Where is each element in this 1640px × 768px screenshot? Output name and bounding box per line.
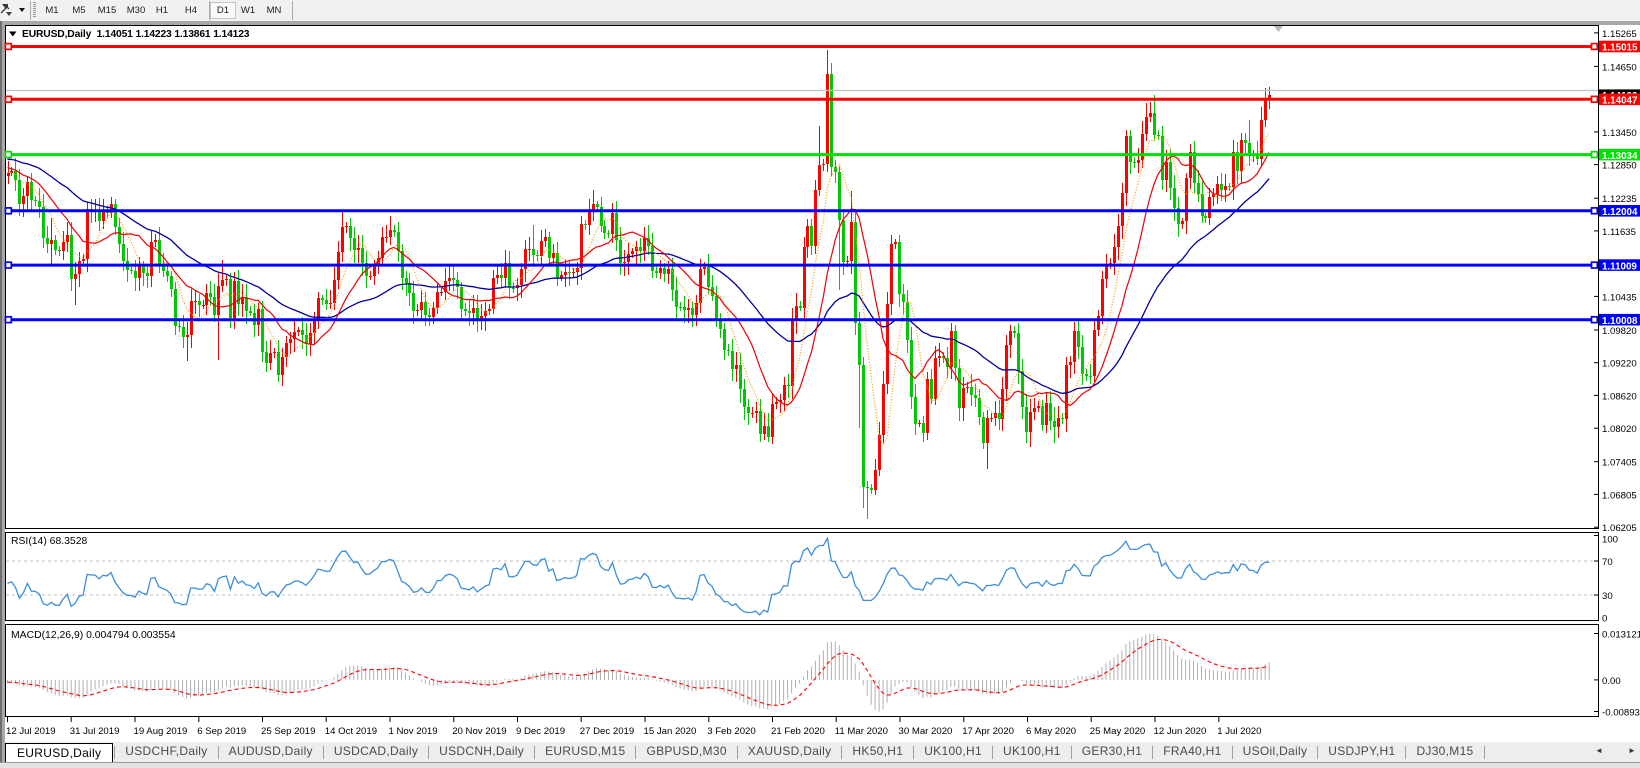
svg-text:15 Jan 2020: 15 Jan 2020 bbox=[644, 726, 697, 737]
svg-text:31 Jul 2019: 31 Jul 2019 bbox=[70, 726, 120, 737]
svg-text:1.13450: 1.13450 bbox=[1602, 128, 1637, 139]
svg-text:1 Jul 2020: 1 Jul 2020 bbox=[1217, 726, 1261, 737]
svg-text:25 May 2020: 25 May 2020 bbox=[1090, 726, 1145, 737]
svg-text:1.14650: 1.14650 bbox=[1602, 62, 1637, 73]
svg-text:1.12850: 1.12850 bbox=[1602, 161, 1637, 172]
svg-text:0.00: 0.00 bbox=[1602, 676, 1621, 687]
svg-text:1.13034: 1.13034 bbox=[1602, 151, 1638, 162]
svg-text:1.12004: 1.12004 bbox=[1602, 207, 1638, 218]
svg-text:11 Mar 2020: 11 Mar 2020 bbox=[835, 726, 888, 737]
svg-text:1.11635: 1.11635 bbox=[1602, 227, 1636, 238]
svg-text:1.10435: 1.10435 bbox=[1602, 292, 1637, 303]
svg-text:1.10008: 1.10008 bbox=[1602, 316, 1638, 327]
svg-text:17 Apr 2020: 17 Apr 2020 bbox=[962, 726, 1014, 737]
svg-text:1.09220: 1.09220 bbox=[1602, 359, 1637, 370]
svg-text:1.07405: 1.07405 bbox=[1602, 458, 1637, 469]
svg-text:1.09820: 1.09820 bbox=[1602, 326, 1637, 337]
svg-text:27 Dec 2019: 27 Dec 2019 bbox=[580, 726, 634, 737]
svg-text:1.11009: 1.11009 bbox=[1602, 261, 1637, 272]
svg-text:6 Sep 2019: 6 Sep 2019 bbox=[197, 726, 246, 737]
svg-text:0: 0 bbox=[1602, 614, 1607, 625]
svg-text:70: 70 bbox=[1602, 557, 1613, 568]
svg-text:1.15015: 1.15015 bbox=[1602, 43, 1638, 54]
svg-text:9 Dec 2019: 9 Dec 2019 bbox=[516, 726, 565, 737]
svg-text:12 Jun 2020: 12 Jun 2020 bbox=[1154, 726, 1207, 737]
svg-text:25 Sep 2019: 25 Sep 2019 bbox=[261, 726, 315, 737]
svg-text:3 Feb 2020: 3 Feb 2020 bbox=[707, 726, 756, 737]
svg-text:12 Jul 2019: 12 Jul 2019 bbox=[6, 726, 56, 737]
svg-text:21 Feb 2020: 21 Feb 2020 bbox=[771, 726, 825, 737]
svg-text:1.06805: 1.06805 bbox=[1602, 490, 1637, 501]
svg-text:30 Mar 2020: 30 Mar 2020 bbox=[899, 726, 953, 737]
svg-text:100: 100 bbox=[1602, 535, 1618, 546]
svg-text:1.06205: 1.06205 bbox=[1602, 523, 1637, 534]
svg-text:1.08620: 1.08620 bbox=[1602, 391, 1637, 402]
svg-text:30: 30 bbox=[1602, 591, 1613, 602]
svg-text:1.12235: 1.12235 bbox=[1602, 194, 1637, 205]
svg-text:1.14047: 1.14047 bbox=[1602, 96, 1638, 107]
svg-text:1 Nov 2019: 1 Nov 2019 bbox=[389, 726, 438, 737]
svg-text:-0.008933: -0.008933 bbox=[1602, 708, 1640, 719]
svg-text:20 Nov 2019: 20 Nov 2019 bbox=[452, 726, 506, 737]
svg-text:1.08020: 1.08020 bbox=[1602, 424, 1637, 435]
svg-text:1.15265: 1.15265 bbox=[1602, 29, 1637, 40]
svg-text:14 Oct 2019: 14 Oct 2019 bbox=[325, 726, 377, 737]
svg-text:19 Aug 2019: 19 Aug 2019 bbox=[134, 726, 188, 737]
svg-text:6 May 2020: 6 May 2020 bbox=[1026, 726, 1076, 737]
svg-text:0.013121: 0.013121 bbox=[1602, 630, 1640, 641]
